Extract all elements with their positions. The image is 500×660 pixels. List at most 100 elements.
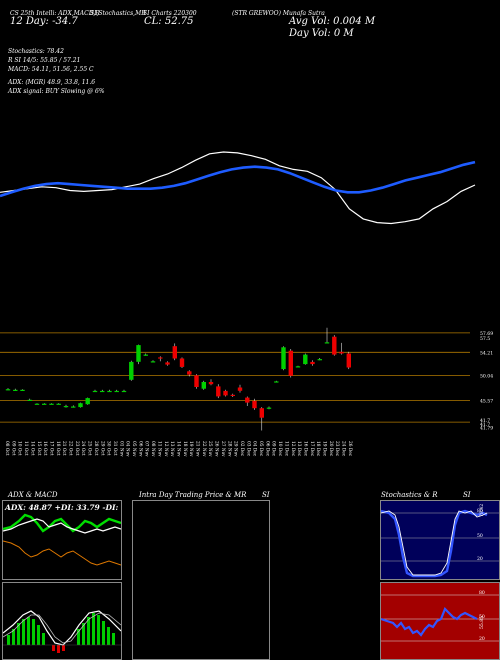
candle-body: [259, 408, 264, 418]
date-label: 31 Oct: [112, 441, 117, 456]
price-label: 50.04: [480, 374, 493, 380]
rsi-value: 55.85: [480, 615, 485, 629]
date-label: 29 Nov: [233, 441, 238, 457]
date-label: 21 Nov: [195, 441, 200, 457]
candle-body: [63, 406, 69, 408]
date-label: 05 Dec: [258, 441, 263, 457]
candle-body: [121, 390, 127, 393]
date-label: 18 Nov: [182, 441, 187, 457]
candle-body: [56, 403, 61, 405]
price-label: 41.79: [480, 426, 493, 432]
candle-body: [324, 342, 330, 344]
avg-volume: Avg Vol: 0.004 M: [289, 16, 376, 27]
indicator-adx-signal: ADX signal: BUY Slowing @ 6%: [8, 88, 105, 95]
date-label: 14 Nov: [175, 441, 180, 457]
candle-body: [194, 375, 199, 387]
date-label: 11 Oct: [23, 441, 28, 456]
candle-body: [136, 345, 141, 362]
date-label: 05 Nov: [131, 441, 136, 457]
candle-body: [107, 390, 112, 393]
price-label: 57.5: [480, 336, 490, 342]
candle-body: [274, 381, 279, 383]
price-label: 45.57: [480, 399, 493, 405]
date-label: 26 Dec: [347, 441, 352, 457]
candle-body: [317, 359, 322, 361]
date-label: 17 Oct: [48, 441, 53, 456]
intraday-panel-title: Intra Day Trading Price & MR: [139, 491, 247, 499]
company-name: (STR GREWOO) Munafa Sutra: [232, 10, 325, 17]
candle-body: [78, 403, 83, 408]
candle-body: [295, 366, 301, 368]
rsi-tick-50: 50: [479, 615, 485, 620]
candle-body: [71, 406, 76, 408]
date-label: 13 Nov: [169, 441, 174, 457]
date-label: 09 Oct: [10, 441, 15, 456]
indicator-rsi: R SI 14/5: 55.85 / 57.21: [8, 57, 81, 64]
date-label: 07 Nov: [144, 441, 149, 457]
rsi-tick-20: 20: [479, 637, 485, 642]
candle-body: [187, 371, 192, 375]
date-label: 19 Nov: [188, 441, 193, 457]
candle-body: [201, 382, 206, 389]
adx-lines: [3, 513, 121, 566]
candle-body: [332, 336, 337, 355]
date-label: 18 Dec: [315, 441, 320, 457]
symbol-line: CS 25th Intelli: ADX,MACD,R: [10, 10, 100, 17]
day-volume: Day Vol: 0 M: [289, 28, 354, 39]
candle-body: [158, 357, 163, 359]
candle-body: [100, 390, 105, 393]
date-label: 25 Nov: [207, 441, 212, 457]
candle-body: [223, 390, 228, 396]
date-label: 26 Nov: [214, 441, 219, 457]
date-label: 08 Oct: [4, 441, 9, 456]
stoch-value: 78.42: [480, 503, 485, 517]
candle-body: [252, 400, 257, 409]
candle-body: [237, 387, 243, 391]
rsi-panel: 80 50 20 55.85: [380, 582, 500, 660]
price-label: 41.7: [480, 422, 490, 428]
date-label: 28 Nov: [226, 441, 231, 457]
candle-body: [303, 354, 308, 365]
candle-body: [216, 386, 221, 397]
stochastics-panel-title: Stochastics & R: [381, 491, 438, 499]
candle-body: [85, 398, 90, 405]
date-label: 08 Nov: [150, 441, 155, 457]
date-label: 18 Oct: [55, 441, 60, 456]
candle-body: [281, 347, 286, 370]
close-value: CL: 52.75: [144, 16, 194, 27]
candle-body: [27, 399, 32, 401]
intraday-panel: [132, 500, 270, 660]
candle-body: [165, 362, 170, 365]
candle-body: [114, 390, 119, 393]
date-label: 19 Dec: [322, 441, 327, 457]
date-label: 06 Nov: [137, 441, 142, 457]
candle-body: [230, 394, 235, 396]
candle-body: [13, 389, 18, 391]
date-label: 03 Dec: [245, 441, 250, 457]
candle-body: [339, 351, 344, 354]
candle-body: [20, 389, 25, 391]
candle-body: [245, 397, 250, 403]
adx-panel: ADX: 48.87 +DI: 33.79 -DI: 11.6: [2, 500, 122, 580]
date-label: 11 Dec: [283, 441, 288, 457]
indicator-macd: MACD: 54.11, 51.56, 2.55 C: [8, 66, 94, 73]
candle-body: [208, 382, 214, 385]
date-label: 30 Oct: [106, 441, 111, 456]
date-label: 04 Dec: [252, 441, 257, 457]
candle-body: [34, 403, 40, 405]
date-label: 16 Oct: [42, 441, 47, 456]
candle-body: [49, 403, 54, 405]
date-label: 27 Nov: [220, 441, 225, 457]
price-label: 41.7: [480, 418, 490, 424]
date-label: 23 Oct: [74, 441, 79, 456]
adx-panel-title: ADX & MACD: [8, 491, 58, 499]
candle-body: [42, 403, 47, 405]
indicator-adx: ADX: (MGR) 48.9, 33.8, 11.6: [8, 79, 96, 86]
stoch-tick-20: 20: [477, 557, 483, 562]
rsi-lines: [381, 594, 499, 642]
date-label: 02 Dec: [239, 441, 244, 457]
date-label: 11 Nov: [156, 441, 161, 457]
candle-body: [5, 389, 11, 391]
date-label: 04 Nov: [125, 441, 130, 457]
